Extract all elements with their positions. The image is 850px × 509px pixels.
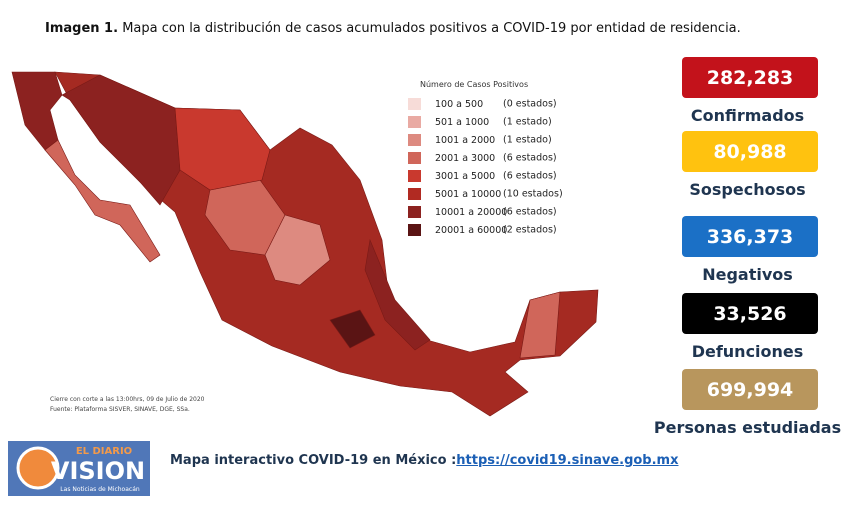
legend-row: 100 a 500 (0 estados) bbox=[408, 98, 557, 110]
legend-range: 20001 a 60000 bbox=[435, 224, 508, 236]
legend-count: (6 estados) bbox=[503, 152, 557, 164]
baja-california-sur bbox=[44, 139, 161, 263]
stat-box: 282,283 bbox=[682, 57, 818, 98]
zacatecas bbox=[264, 214, 331, 286]
footer-text: Mapa interactivo COVID-19 en México : bbox=[170, 453, 457, 468]
stat-value: 33,526 bbox=[713, 302, 787, 325]
veracruz bbox=[364, 238, 431, 351]
stat-label: Confirmados bbox=[690, 106, 805, 125]
stat-value: 282,283 bbox=[706, 66, 794, 89]
legend-range: 10001 a 20000 bbox=[435, 206, 508, 218]
stat-box: 33,526 bbox=[682, 293, 818, 334]
stat-label: Personas estudiadas bbox=[653, 418, 842, 437]
center bbox=[329, 309, 376, 349]
footer-link[interactable]: https://covid19.sinave.gob.mx bbox=[456, 453, 679, 468]
legend-swatch bbox=[408, 170, 421, 182]
logo: EL DIARIO VISION Las Noticias de Michoac… bbox=[8, 441, 150, 496]
chihuahua bbox=[174, 107, 271, 191]
legend-count: (2 estados) bbox=[503, 224, 557, 236]
title-label: Imagen 1. bbox=[45, 21, 119, 36]
legend-range: 1001 a 2000 bbox=[435, 134, 496, 146]
legend-row: 3001 a 5000 (6 estados) bbox=[408, 170, 557, 182]
logo-sub: Las Noticias de Michoacán bbox=[60, 486, 140, 493]
stat-label: Defunciones bbox=[691, 342, 804, 361]
legend-swatch bbox=[408, 98, 421, 110]
legend-title: Número de Casos Positivos bbox=[420, 80, 529, 89]
legend-swatch bbox=[408, 188, 421, 200]
legend-count: (6 estados) bbox=[503, 206, 557, 218]
legend-count: (1 estado) bbox=[503, 134, 552, 146]
footer: Mapa interactivo COVID-19 en México :htt… bbox=[170, 453, 678, 468]
legend-swatch bbox=[408, 134, 421, 146]
sonora bbox=[61, 74, 181, 206]
note: Cierre con corte a las 13:00hrs, 09 de J… bbox=[50, 396, 205, 403]
legend-row: 2001 a 3000 (6 estados) bbox=[408, 152, 557, 164]
stat-box: 80,988 bbox=[682, 131, 818, 172]
legend-row: 1001 a 2000 (1 estado) bbox=[408, 134, 552, 146]
stat-value: 336,373 bbox=[706, 225, 794, 248]
stat-value: 80,988 bbox=[713, 140, 787, 163]
legend-count: (1 estado) bbox=[503, 116, 552, 128]
legend-swatch bbox=[408, 224, 421, 236]
legend-range: 2001 a 3000 bbox=[435, 152, 496, 164]
legend-range: 100 a 500 bbox=[435, 98, 484, 110]
legend-count: (10 estados) bbox=[503, 188, 563, 200]
legend-swatch bbox=[408, 152, 421, 164]
baja-california bbox=[11, 71, 63, 151]
legend-range: 5001 a 10000 bbox=[435, 188, 502, 200]
legend-range: 3001 a 5000 bbox=[435, 170, 496, 182]
yucatan-peninsula bbox=[519, 291, 561, 359]
map bbox=[11, 71, 599, 417]
title-text: Mapa con la distribución de casos acumul… bbox=[122, 21, 741, 36]
legend-count: (6 estados) bbox=[503, 170, 557, 182]
stat-box: 699,994 bbox=[682, 369, 818, 410]
note: Fuente: Plataforma SISVER, SINAVE, DGE, … bbox=[50, 406, 190, 413]
legend-row: 10001 a 20000(6 estados) bbox=[408, 206, 557, 218]
logo-graphic: EL DIARIO VISION Las Noticias de Michoac… bbox=[16, 446, 145, 493]
legend-row: 501 a 1000 (1 estado) bbox=[408, 116, 552, 128]
stat-box: 336,373 bbox=[682, 216, 818, 257]
legend-range: 501 a 1000 bbox=[435, 116, 490, 128]
legend-count: (0 estados) bbox=[503, 98, 557, 110]
legend-swatch bbox=[408, 116, 421, 128]
stat-label: Sospechosos bbox=[689, 180, 806, 199]
logo-main: VISION bbox=[51, 457, 145, 485]
logo-circle bbox=[16, 446, 60, 490]
stat-value: 699,994 bbox=[706, 378, 794, 401]
legend-row: 20001 a 60000(2 estados) bbox=[408, 224, 557, 236]
logo-top: EL DIARIO bbox=[76, 446, 132, 457]
legend-row: 5001 a 10000 (10 estados) bbox=[408, 188, 563, 200]
title: Imagen 1. Mapa con la distribución de ca… bbox=[45, 21, 741, 36]
stat-label: Negativos bbox=[702, 265, 793, 284]
legend-swatch bbox=[408, 206, 421, 218]
